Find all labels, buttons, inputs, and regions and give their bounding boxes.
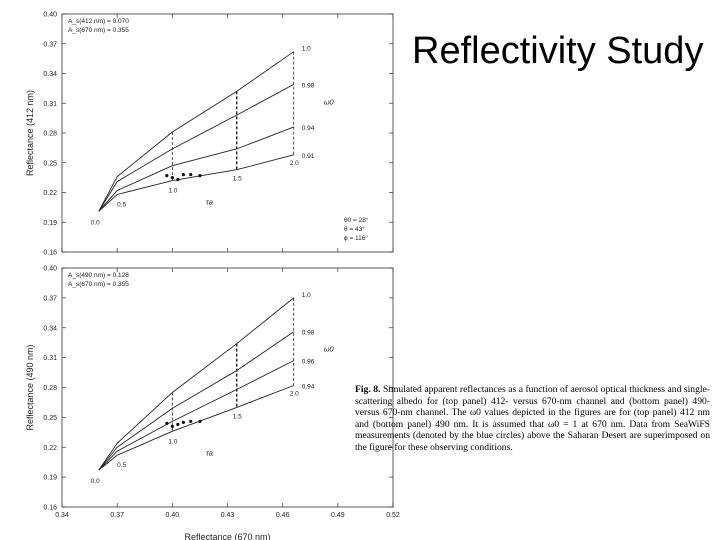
panel-top-series-label: 1.0 [302,46,311,53]
panel-bottom-tau-label: τa [206,448,213,457]
caption-label: Fig. 8. [355,384,381,395]
caption-text: Simulated apparent reflectances as a fun… [355,384,710,453]
panel-top-geometry-text: θ0 = 28° [344,216,369,224]
panel-top-y-tick-label: 0.16 [43,250,57,257]
panel-bottom-y-tick-label: 0.19 [43,475,57,482]
panel-top-observation-point [189,173,193,177]
figure-caption: Fig. 8. Simulated apparent reflectances … [355,384,710,454]
panel-bottom-tau-value-label: 0.0 [91,478,100,485]
panel-top-observation-point [176,178,180,182]
panel-bottom-x-tick-label: 0.34 [55,512,69,519]
panel-bottom-tau-value-label: 0.5 [117,462,126,469]
panel-top-observation-point [198,174,202,178]
panel-bottom-observation-point [170,424,174,428]
panel-bottom-observation-point [189,419,193,423]
panel-top-observation-point [170,176,174,180]
panel-bottom-y-tick-label: 0.28 [43,385,57,392]
panel-bottom-plot-frame [61,267,394,508]
panel-top-y-tick-label: 0.37 [43,41,57,48]
panel-top-series-label: 0.94 [302,125,315,132]
panel-top-y-tick-label: 0.31 [43,101,57,108]
panel-top-tau-label: τa [206,198,213,207]
panel-top-y-tick-label: 0.28 [43,131,57,138]
panel-top-tau-value-label: 0.0 [91,219,100,226]
panel-top-y-tick-label: 0.25 [43,160,57,167]
panel-bottom-series-line [98,385,294,471]
panel-top-observation-point [165,174,169,178]
panel-bottom-omega-label: ω0 [324,345,335,354]
panel-top-series-label: 0.98 [302,82,315,89]
panel-bottom-series-line [98,360,294,471]
panel-bottom-observation-point [176,422,180,426]
panel-top-tau-value-label: 1.0 [168,188,177,195]
panel-bottom-tau-value-label: 2.0 [290,391,299,398]
panel-top-series-line [98,84,294,212]
panel-bottom-y-tick-label: 0.16 [43,505,57,512]
panel-top-observation-point [181,173,185,177]
panel-top-tau-value-label: 2.0 [290,160,299,167]
panel-bottom-series-label: 0.96 [302,359,315,366]
panel-bottom-x-tick-label: 0.49 [331,512,345,519]
panel-top-geometry-text: θ = 43° [344,225,365,233]
panel-top-y-tick-label: 0.40 [43,12,57,19]
panel-bottom-x-tick-label: 0.40 [166,512,180,519]
panel-bottom-series-label: 0.98 [302,330,315,337]
panel-bottom-x-tick-label: 0.37 [110,512,124,519]
panel-top-y-axis-label: Reflectance (412 nm) [25,90,35,176]
panel-bottom-y-tick-label: 0.34 [43,325,57,332]
panel-bottom-y-tick-label: 0.25 [43,415,57,422]
panel-bottom-y-tick-label: 0.22 [43,445,57,452]
panel-bottom-observation-point [198,419,202,423]
panel-bottom-series-line [98,331,294,471]
panel-top-omega-label: ω0 [324,97,335,106]
panel-bottom-y-tick-label: 0.37 [43,295,57,302]
panel-top-geometry-text: ϕ = 116° [344,234,368,242]
panel-bottom-surface-albedo-text: A_s(490 nm) = 0.128 [68,272,129,279]
panel-top-surface-albedo-text: A_s(670 nm) = 0.355 [68,27,129,34]
panel-bottom-x-tick-label: 0.43 [221,512,235,519]
panel-top-tau-value-label: 1.5 [233,176,242,183]
panel-bottom-series-line [98,297,294,471]
panel-bottom-y-axis-label: Reflectance (490 nm) [25,344,35,430]
panel-top-y-tick-label: 0.34 [43,71,57,78]
panel-bottom-x-tick-label: 0.46 [276,512,290,519]
panel-top-y-tick-label: 0.19 [43,220,57,227]
panel-top-tau-value-label: 0.5 [117,201,126,208]
panel-bottom-y-tick-label: 0.40 [43,266,57,273]
panel-top-y-tick-label: 0.22 [43,190,57,197]
panel-top-surface-albedo-text: A_s(412 nm) = 0.070 [68,18,129,25]
panel-top-series-line [98,51,294,212]
panel-top-series-line [98,154,294,212]
panel-bottom-surface-albedo-text: A_s(670 nm) = 0.355 [68,281,129,288]
panel-bottom-observation-point [165,421,169,425]
slide-title: Reflectivity Study [412,30,704,72]
panel-bottom-y-tick-label: 0.31 [43,355,57,362]
panel-bottom-tau-value-label: 1.0 [168,438,177,445]
panel-top-series-line [98,126,294,212]
panel-bottom-x-tick-label: 0.52 [386,512,400,519]
panel-bottom-x-axis-label: Reflectance (670 nm) [184,532,270,540]
panel-bottom-observation-point [181,420,185,424]
panel-bottom-tau-value-label: 1.5 [233,413,242,420]
panel-bottom-series-label: 1.0 [302,292,311,299]
panel-bottom-series-label: 0.94 [302,384,315,391]
panel-top-series-label: 0.91 [302,153,315,160]
